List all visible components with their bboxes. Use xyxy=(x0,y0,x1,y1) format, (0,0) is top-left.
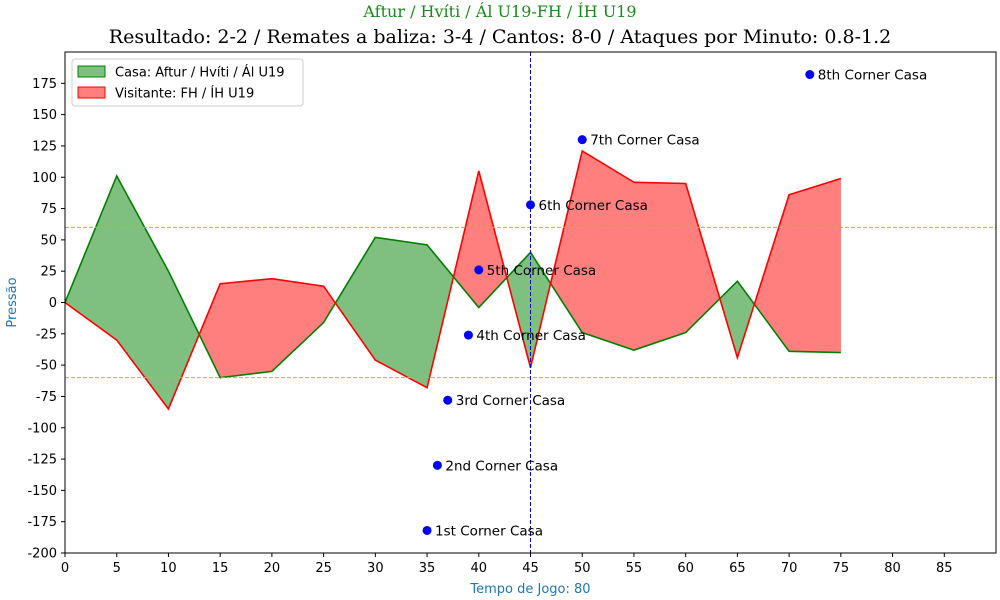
y-tick-label: 25 xyxy=(40,265,57,280)
x-tick-label: 85 xyxy=(936,561,953,576)
chart-suptitle: Aftur / Hvíti / Ál U19-FH / ÍH U19 xyxy=(363,2,637,21)
x-tick-label: 20 xyxy=(264,561,281,576)
corner-marker xyxy=(463,330,473,340)
y-tick-label: -150 xyxy=(27,484,57,499)
away-pressure-area xyxy=(453,170,480,309)
x-tick-label: 30 xyxy=(367,561,384,576)
y-tick-label: -200 xyxy=(27,547,57,562)
home-pressure-area xyxy=(65,175,117,341)
away-pressure-area xyxy=(788,178,842,353)
x-tick-label: 5 xyxy=(113,561,121,576)
corner-marker xyxy=(805,70,815,80)
away-pressure-area xyxy=(219,278,273,378)
corner-marker xyxy=(526,200,535,210)
legend-swatch xyxy=(77,65,106,78)
legend-swatch xyxy=(77,86,106,99)
corner-marker xyxy=(474,265,484,275)
away-series-line xyxy=(65,149,842,411)
x-tick-label: 55 xyxy=(626,561,643,576)
y-tick-label: 75 xyxy=(40,202,57,217)
x-axis-label: Tempo de Jogo: 80 xyxy=(469,582,590,597)
plot-area: 1st Corner Casa 2nd Corner Casa 3rd Corner… xyxy=(65,52,996,553)
corner-marker xyxy=(432,460,442,470)
y-tick-label: -100 xyxy=(27,421,57,436)
away-pressure-area xyxy=(685,183,721,334)
y-tick-label: -125 xyxy=(27,453,57,468)
y-tick-label: 175 xyxy=(32,77,57,92)
away-pressure-area xyxy=(271,278,324,372)
away-pressure-area xyxy=(550,150,583,334)
x-tick-label: 80 xyxy=(884,561,901,576)
corner-marker xyxy=(443,395,453,405)
y-tick-label: 50 xyxy=(40,233,57,248)
home-pressure-area xyxy=(426,244,454,388)
y-tick-label: -50 xyxy=(36,359,57,374)
legend-label: Visitante: FH / ÍH U19 xyxy=(115,86,254,102)
corner-label: 6th Corner Casa xyxy=(539,198,648,214)
y-tick-label: -75 xyxy=(36,390,57,405)
corner-label: 8th Corner Casa xyxy=(818,68,927,84)
away-pressure-area xyxy=(478,170,508,309)
home-pressure-area xyxy=(335,236,376,361)
away-pressure-area xyxy=(581,150,635,351)
x-tick-label: 25 xyxy=(315,561,332,576)
y-axis-label: Pressão xyxy=(5,277,20,327)
x-tick-label: 75 xyxy=(833,561,850,576)
corner-marker xyxy=(577,135,587,145)
home-pressure-area xyxy=(168,271,200,410)
away-pressure-area xyxy=(198,283,221,378)
legend-box xyxy=(71,58,304,107)
x-tick-label: 10 xyxy=(160,561,177,576)
y-tick-label: -25 xyxy=(36,327,57,342)
x-tick-label: 60 xyxy=(677,561,694,576)
x-tick-label: 40 xyxy=(471,561,488,576)
away-pressure-area xyxy=(323,285,336,324)
legend-label: Casa: Aftur / Hvíti / Ál U19 xyxy=(115,65,285,81)
x-tick-label: 70 xyxy=(781,561,798,576)
corner-label: 2nd Corner Casa xyxy=(445,458,558,474)
corner-label: 4th Corner Casa xyxy=(476,328,585,344)
x-tick-label: 35 xyxy=(419,561,436,576)
corner-label: 7th Corner Casa xyxy=(590,133,699,149)
corner-marker xyxy=(422,525,432,535)
y-tick-label: 125 xyxy=(32,139,57,154)
corner-label: 5th Corner Casa xyxy=(487,263,596,279)
y-tick-label: 0 xyxy=(49,296,57,311)
corner-label: 1st Corner Casa xyxy=(435,523,543,539)
corner-label: 3rd Corner Casa xyxy=(456,393,565,409)
y-tick-label: 100 xyxy=(32,171,57,186)
x-tick-label: 65 xyxy=(729,561,746,576)
chart-title: Resultado: 2-2 / Remates a baliza: 3-4 /… xyxy=(108,26,892,48)
legend: Casa: Aftur / Hvíti / Ál U19 Visitante: F… xyxy=(71,58,304,107)
x-tick-label: 45 xyxy=(522,561,539,576)
y-tick-label: -175 xyxy=(27,515,57,530)
x-tick-label: 50 xyxy=(574,561,591,576)
x-tick-label: 0 xyxy=(61,561,69,576)
y-tick-label: 150 xyxy=(32,108,57,123)
x-tick-label: 15 xyxy=(212,561,229,576)
